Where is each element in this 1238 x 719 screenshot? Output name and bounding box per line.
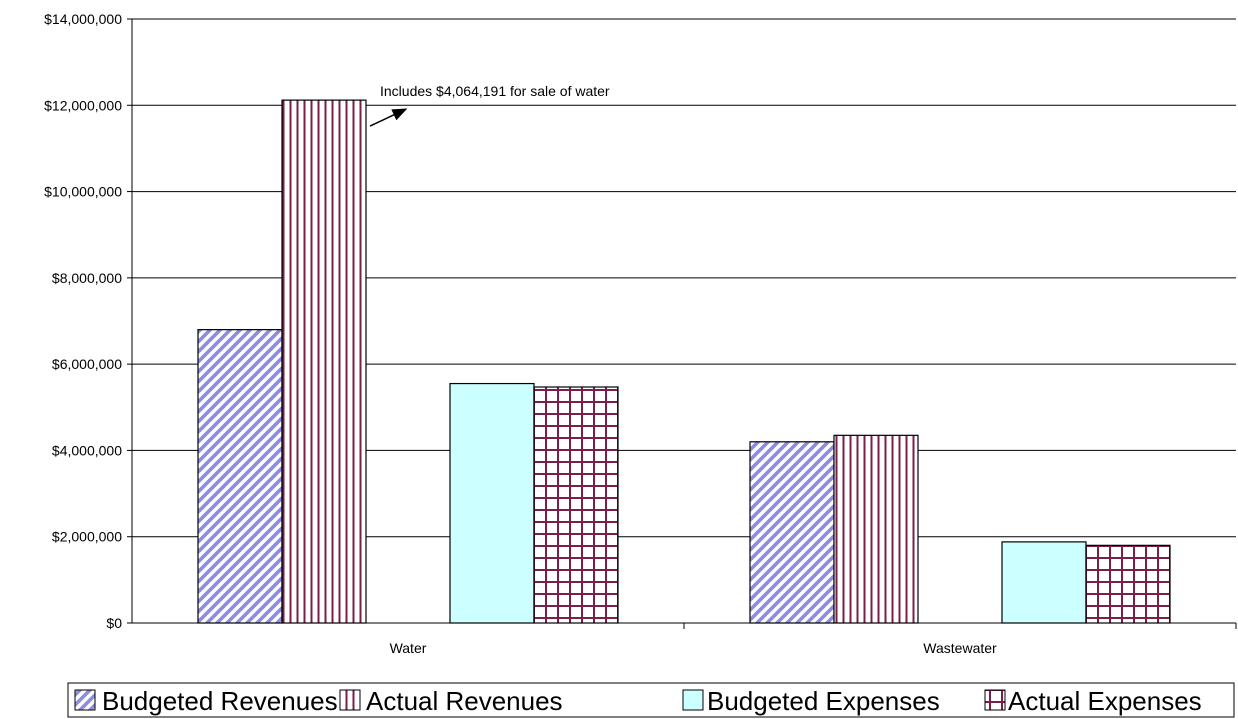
legend-label: Budgeted Revenues: [102, 686, 338, 716]
y-tick-label: $6,000,000: [52, 356, 122, 372]
bar-actual-revenues: [281, 99, 367, 624]
y-tick-label: $10,000,000: [44, 184, 122, 200]
bar-budgeted-revenues: [749, 441, 835, 624]
x-tick-label: Water: [390, 640, 427, 656]
legend-swatch: [984, 689, 1006, 711]
legend-label: Actual Revenues: [366, 686, 563, 716]
y-tick-label: $12,000,000: [44, 97, 122, 113]
y-tick-label: $2,000,000: [52, 529, 122, 545]
y-tick-label: $4,000,000: [52, 442, 122, 458]
bar-budgeted-revenues: [197, 329, 283, 624]
bar-actual-revenues: [833, 434, 919, 624]
annotation-arrow: [369, 108, 408, 127]
bar-budgeted-expenses: [1001, 541, 1087, 624]
bar-actual-expenses: [1085, 544, 1171, 624]
y-tick-label: $14,000,000: [44, 11, 122, 27]
bar-actual-expenses: [533, 386, 619, 624]
legend-swatch: [682, 689, 704, 711]
legend-label: Actual Expenses: [1008, 686, 1202, 716]
legend-swatch: [339, 689, 361, 711]
y-tick-label: $0: [106, 615, 122, 631]
bar-budgeted-expenses: [449, 382, 535, 624]
legend-box: [67, 682, 1235, 718]
y-tick-label: $8,000,000: [52, 270, 122, 286]
x-tick-label: Wastewater: [923, 640, 997, 656]
legend-label: Budgeted Expenses: [707, 686, 940, 716]
legend-swatch: [74, 689, 96, 711]
annotation-text: Includes $4,064,191 for sale of water: [380, 83, 610, 99]
